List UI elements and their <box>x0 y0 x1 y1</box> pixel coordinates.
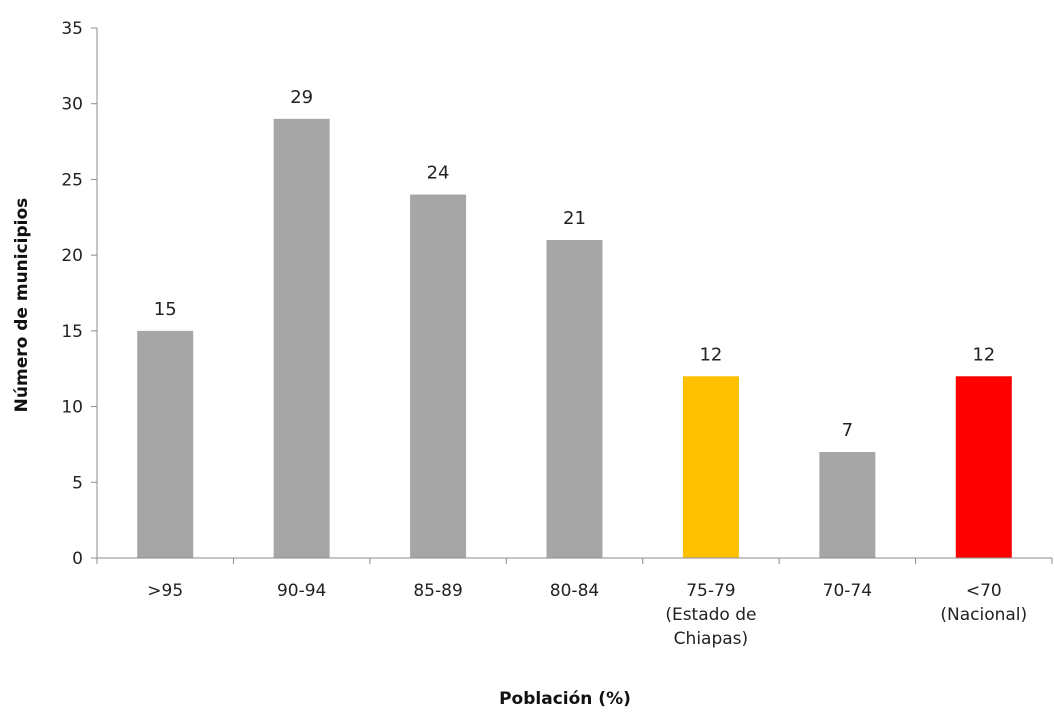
y-tick-label: 5 <box>72 473 83 493</box>
y-tick-label: 35 <box>61 19 83 39</box>
y-axis-ticks: 0 5 10 15 20 25 30 35 <box>61 19 97 569</box>
x-tick-label: 90-94 <box>277 581 326 601</box>
data-labels-group: 15 29 24 21 12 7 12 <box>154 87 995 441</box>
bar-value-label: 29 <box>290 87 313 108</box>
bar <box>273 118 330 558</box>
y-tick-label: 30 <box>61 95 83 115</box>
bar-value-label: 15 <box>154 299 177 320</box>
bar <box>546 240 603 558</box>
y-tick-label: 10 <box>61 398 83 418</box>
y-axis-title: Número de municipios <box>12 198 32 413</box>
bars-group <box>137 118 1012 559</box>
x-tick-label: 70-74 <box>823 581 872 601</box>
x-axis-tick-labels: >95 90-94 85-89 80-84 75-79 (Estado de Chiapas… <box>147 581 1027 649</box>
y-tick-label: 0 <box>72 549 83 569</box>
y-tick-label: 25 <box>61 170 83 190</box>
x-tick-label: <70 (Nacional) <box>940 581 1027 625</box>
x-axis-ticks <box>96 558 1053 564</box>
y-tick-label: 20 <box>61 246 83 266</box>
bar-value-label: 12 <box>972 344 995 365</box>
x-tick-label: 75-79 (Estado de Chiapas) <box>665 581 756 649</box>
x-tick-label: >95 <box>147 581 183 601</box>
x-axis-title: Población (%) <box>499 689 631 709</box>
bar <box>955 376 1012 558</box>
bar <box>819 452 876 558</box>
bar-value-label: 21 <box>563 208 586 229</box>
bar-value-label: 7 <box>842 420 853 441</box>
y-tick-label: 15 <box>61 322 83 342</box>
bar-value-label: 24 <box>427 163 450 184</box>
bar <box>410 194 467 559</box>
x-tick-label: 85-89 <box>413 581 462 601</box>
bar <box>682 376 739 558</box>
bar <box>137 330 194 558</box>
bar-value-label: 12 <box>699 344 722 365</box>
x-tick-label: 80-84 <box>550 581 599 601</box>
